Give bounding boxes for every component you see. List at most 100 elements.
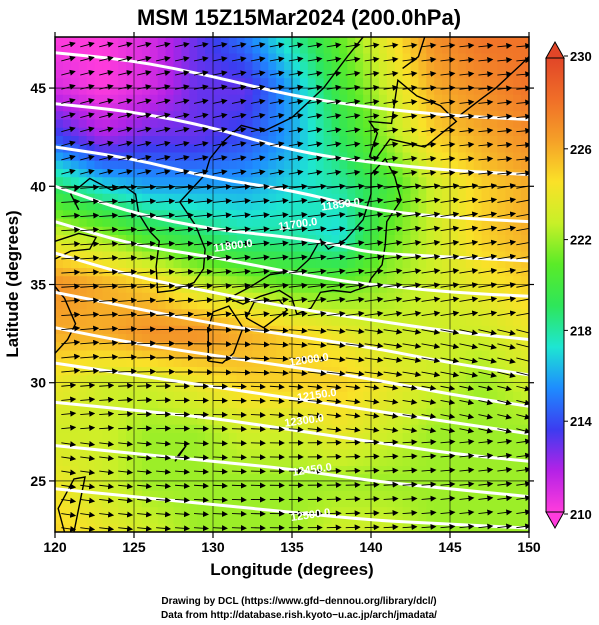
heatmap-cell — [173, 416, 182, 426]
heatmap-cell — [418, 78, 427, 88]
heatmap-cell — [118, 441, 127, 451]
wind-vector — [478, 523, 494, 530]
heatmap-cell — [165, 103, 175, 112]
heatmap-cell — [276, 367, 285, 376]
wind-vector — [383, 211, 403, 218]
heatmap-cell — [173, 325, 182, 335]
heatmap-cell — [450, 94, 459, 104]
wind-vector — [478, 296, 498, 303]
wind-vector — [326, 356, 346, 363]
wind-vector — [156, 240, 176, 247]
heatmap-cell — [149, 70, 159, 79]
heatmap-cell — [110, 78, 119, 88]
heatmap-cell — [307, 408, 317, 418]
wind-vector — [269, 397, 285, 404]
heatmap-cell — [481, 218, 491, 228]
wind-vector — [364, 70, 380, 77]
heatmap-cell — [165, 243, 175, 253]
y-tick-label: 30 — [30, 375, 46, 391]
heatmap-cell — [418, 507, 427, 517]
heatmap-cell — [260, 160, 269, 170]
heatmap-cell — [173, 482, 182, 492]
heatmap-cell — [402, 202, 412, 211]
y-tick-label: 45 — [30, 80, 46, 96]
heatmap-cell — [62, 474, 72, 484]
wind-vector — [61, 212, 81, 219]
heatmap-cell — [426, 301, 435, 310]
heatmap-cell — [410, 457, 419, 467]
heatmap-cell — [260, 408, 269, 418]
contour-label: 11850.0 — [320, 196, 360, 213]
wind-vector — [156, 41, 171, 48]
heatmap-cell — [497, 350, 506, 360]
heatmap-cell — [465, 408, 475, 418]
heatmap-cell — [244, 301, 254, 310]
wind-vector — [421, 225, 441, 232]
heatmap-cell — [110, 515, 119, 525]
heatmap-cell — [102, 86, 111, 96]
heatmap-cell — [410, 70, 419, 79]
heatmap-cell — [394, 490, 404, 500]
heatmap-cell — [410, 375, 419, 385]
heatmap-cell — [118, 61, 127, 71]
heatmap-cell — [347, 441, 356, 451]
heatmap-cell — [371, 301, 380, 310]
wind-vector — [137, 283, 157, 290]
heatmap-cell — [149, 103, 159, 112]
heatmap-cell — [402, 103, 412, 112]
wind-vector — [307, 70, 323, 77]
heatmap-cell — [118, 276, 127, 286]
heatmap-cell — [228, 424, 238, 434]
heatmap-cell — [418, 136, 427, 145]
heatmap-cell — [149, 136, 159, 145]
wind-vector — [364, 268, 384, 275]
colorbar-tick-label: 226 — [570, 142, 592, 157]
heatmap-cell — [307, 136, 317, 145]
heatmap-cell — [94, 416, 103, 426]
heatmap-cell — [434, 292, 443, 302]
heatmap-cell — [157, 515, 167, 525]
heatmap-cell — [189, 309, 198, 319]
heatmap-cell — [220, 193, 230, 203]
heatmap-cell — [442, 433, 451, 442]
heatmap-cell — [149, 292, 159, 302]
heatmap-cell — [378, 358, 388, 368]
heatmap-cell — [165, 474, 175, 484]
heatmap-cell — [347, 342, 356, 352]
heatmap-cell — [102, 284, 111, 294]
heatmap-cell — [521, 259, 529, 269]
wind-vector — [421, 427, 437, 434]
heatmap-cell — [126, 515, 135, 525]
heatmap-cell — [86, 119, 96, 129]
heatmap-cell — [450, 400, 459, 409]
heatmap-cell — [331, 127, 340, 137]
heatmap-cell — [102, 358, 111, 368]
heatmap-cell — [307, 86, 317, 96]
heatmap-cell — [228, 152, 238, 162]
wind-vector — [478, 282, 498, 289]
heatmap-cell — [339, 400, 348, 409]
heatmap-cell — [213, 276, 222, 286]
heatmap-cell — [276, 160, 285, 170]
heatmap-cell — [86, 391, 96, 401]
heatmap-cell — [347, 391, 356, 401]
heatmap-cell — [276, 383, 285, 393]
heatmap-cell — [149, 226, 159, 236]
heatmap-cell — [244, 144, 254, 154]
heatmap-cell — [426, 408, 435, 418]
heatmap-cell — [213, 218, 222, 228]
heatmap-cell — [307, 350, 317, 360]
heatmap-cell — [315, 292, 325, 302]
heatmap-cell — [86, 416, 96, 426]
wind-vector — [269, 155, 285, 162]
heatmap-cell — [205, 144, 214, 154]
heatmap-cell — [62, 259, 72, 269]
wind-vector — [175, 511, 191, 518]
heatmap-cell — [339, 416, 348, 426]
heatmap-cell — [497, 507, 506, 517]
heatmap-cell — [284, 193, 293, 203]
wind-vector — [288, 341, 308, 348]
heatmap-cell — [418, 309, 427, 319]
heatmap-cell — [323, 226, 333, 236]
